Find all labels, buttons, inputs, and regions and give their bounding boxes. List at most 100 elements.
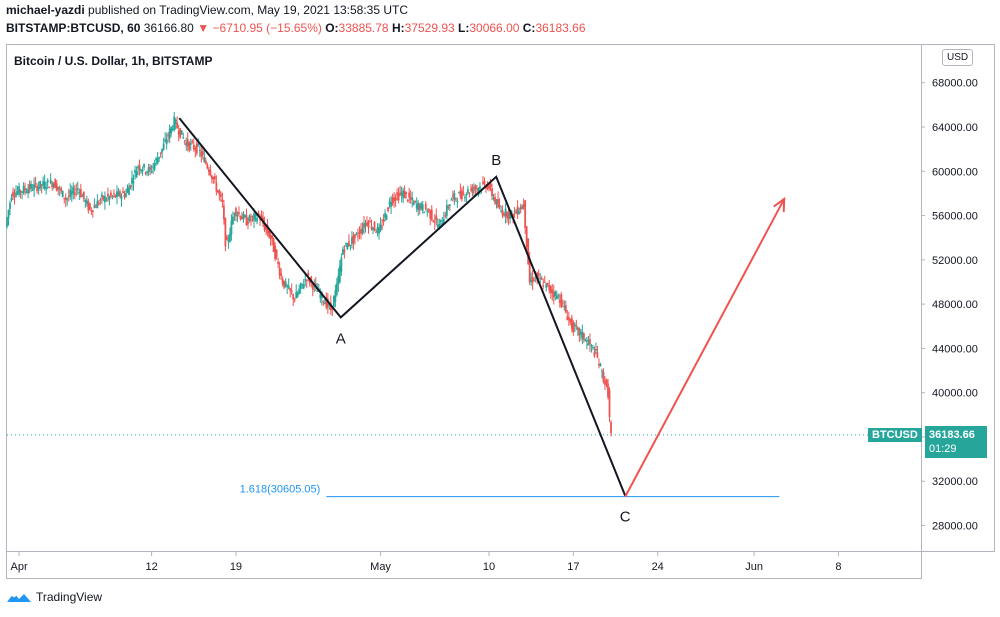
candle-body [254, 212, 257, 216]
candle-body [447, 207, 450, 209]
candle-body [298, 288, 301, 294]
x-tick-label: 24 [652, 561, 664, 573]
candle-body [236, 214, 239, 216]
candle-body [256, 217, 258, 222]
candle-body [31, 189, 34, 191]
candle-body [266, 225, 269, 234]
candle-body [10, 197, 13, 201]
candle-body [260, 215, 263, 219]
candle-body [527, 238, 530, 265]
candle-body [470, 189, 472, 191]
candle-body [209, 170, 212, 176]
candle-body [337, 275, 340, 285]
x-tick-label: 8 [835, 561, 841, 573]
candle-body [471, 186, 474, 193]
candle-body [521, 206, 524, 210]
candle-body [602, 371, 605, 383]
candle-body [216, 190, 219, 193]
x-tick-label: 19 [230, 561, 242, 573]
candle-body [111, 195, 114, 197]
candle-body [305, 279, 308, 281]
author-name[interactable]: michael-yazdi [6, 3, 85, 17]
candle-body [486, 184, 489, 189]
candle-body [566, 316, 569, 321]
candle-body [384, 212, 386, 218]
candle-body [171, 129, 174, 131]
candle-body [223, 205, 225, 220]
candle-body [198, 149, 201, 151]
price-axis[interactable] [921, 44, 995, 552]
candle-body [6, 217, 8, 227]
candle-body [286, 285, 289, 287]
candle-body [120, 195, 123, 200]
candle-body [179, 128, 182, 138]
candle-body [182, 137, 185, 139]
candle-body [292, 294, 295, 300]
candle-body [269, 235, 272, 239]
candle-body [345, 243, 347, 245]
candle-body [152, 166, 155, 168]
x-tick-label: Apr [10, 561, 27, 573]
candle-body [85, 200, 88, 204]
candle-body [215, 182, 218, 192]
last-symbol-tag: BTCUSD [868, 428, 922, 442]
y-tick-label: 60000.00 [932, 166, 978, 178]
candle-body [491, 188, 493, 197]
candle-body [418, 204, 421, 211]
candle-body [468, 193, 471, 195]
candle-body [242, 213, 245, 220]
candle-body [72, 187, 75, 193]
candle-body [375, 231, 377, 233]
candle-body [227, 239, 230, 242]
candle-body [295, 291, 298, 299]
candle-body [608, 390, 611, 417]
candle-body [284, 281, 287, 287]
candle-body [399, 192, 402, 195]
candle-body [39, 180, 42, 189]
low-value: 30066.00 [469, 21, 520, 35]
last-price-tag: 36183.66 01:29 [925, 426, 987, 458]
candle-body [420, 203, 423, 209]
candle-body [546, 282, 549, 285]
candle-body [555, 295, 558, 300]
candle-body [396, 192, 399, 196]
candle-body [67, 195, 70, 197]
candle-body [271, 235, 273, 239]
candle-body [390, 202, 392, 207]
candle-body [572, 322, 575, 333]
candle-body [533, 280, 536, 282]
y-tick-label: 28000.00 [932, 521, 978, 533]
candle-body [147, 167, 150, 172]
candle-body [378, 227, 380, 234]
candle-body [385, 215, 388, 220]
candle-body [405, 191, 408, 194]
candle-body [430, 209, 433, 220]
candle-body [165, 139, 168, 145]
candle-body [424, 203, 427, 210]
x-tick-label: 17 [567, 561, 579, 573]
candle-body [402, 190, 405, 199]
candle-body [28, 183, 31, 190]
chart-pane[interactable] [6, 44, 922, 552]
candle-body [605, 379, 608, 384]
candle-body [27, 189, 29, 194]
candle-body [108, 196, 111, 200]
candle-body [87, 201, 90, 211]
candle-body [448, 204, 451, 206]
countdown-value: 01:29 [929, 443, 957, 455]
currency-badge[interactable]: USD [942, 49, 974, 66]
candle-body [263, 223, 266, 230]
candle-body [531, 277, 534, 283]
x-tick-label: 12 [145, 561, 157, 573]
candle-body [131, 177, 133, 184]
candle-body [545, 283, 548, 288]
candle-body [210, 175, 213, 179]
tradingview-logo[interactable]: TradingView [6, 590, 102, 604]
candle-body [450, 199, 453, 201]
candle-body [75, 189, 78, 191]
candle-body [45, 187, 48, 190]
candle-body [64, 197, 67, 201]
time-axis[interactable] [6, 551, 922, 579]
candle-body [197, 144, 200, 146]
candle-body [18, 186, 20, 195]
